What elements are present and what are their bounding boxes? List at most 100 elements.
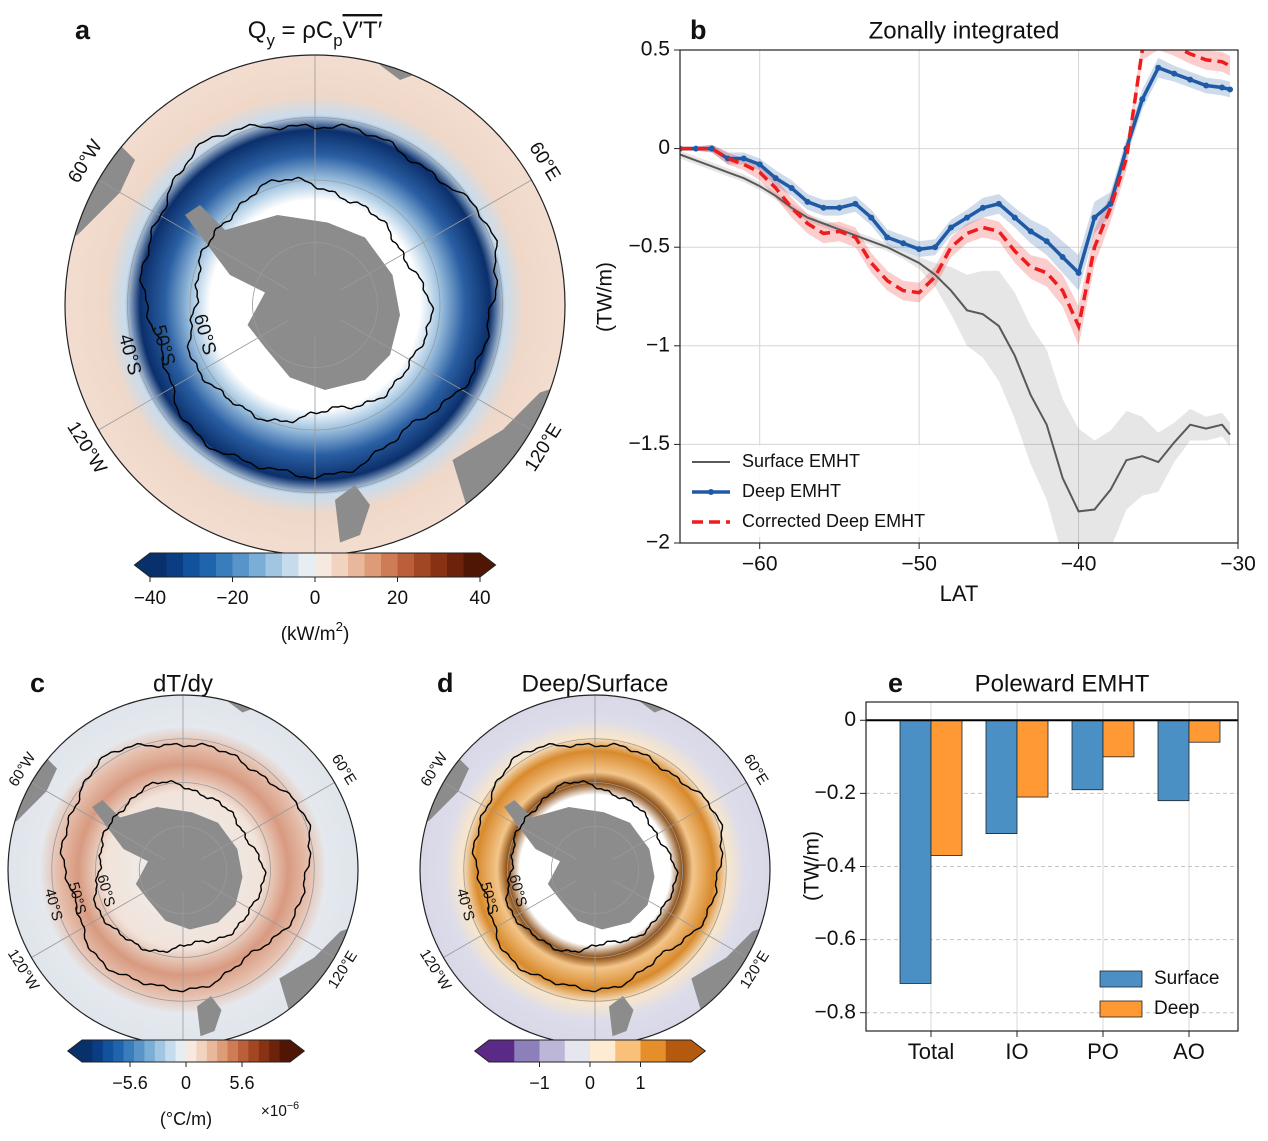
bar bbox=[1188, 719, 1221, 743]
text-part: Q bbox=[248, 17, 267, 44]
colorbar-segment bbox=[199, 553, 217, 577]
spread-band bbox=[680, 57, 1230, 291]
graticule bbox=[443, 880, 578, 958]
colorbar-segment bbox=[134, 1040, 145, 1062]
colorbar-segment bbox=[315, 553, 332, 577]
x-axis-label: LAT bbox=[940, 581, 979, 606]
colorbar-tick-label: 5.6 bbox=[229, 1073, 254, 1093]
colorbar-segment bbox=[123, 1040, 135, 1062]
colorbar-segment bbox=[590, 1040, 616, 1062]
series-line bbox=[680, 65, 1231, 277]
legend-marker bbox=[708, 489, 714, 495]
chart-title: dT/dy bbox=[153, 670, 213, 697]
colorbar-segment bbox=[165, 1040, 177, 1062]
colorbar-tick-label: 0 bbox=[310, 588, 321, 609]
graticule bbox=[612, 880, 747, 958]
point bbox=[1043, 238, 1050, 245]
contour bbox=[59, 742, 312, 993]
contour bbox=[504, 779, 679, 954]
y-tick-label: 0 bbox=[844, 708, 856, 731]
point bbox=[900, 240, 907, 247]
colorbar-segment bbox=[615, 1040, 641, 1062]
colorbar-segment bbox=[249, 553, 266, 577]
legend-swatch bbox=[1099, 1000, 1143, 1018]
x-tick-label: −50 bbox=[901, 553, 937, 576]
contour bbox=[139, 123, 499, 480]
point bbox=[772, 175, 779, 182]
colorbar-extend bbox=[134, 553, 150, 577]
colorbar-segment bbox=[175, 1040, 187, 1062]
legend-label: Deep EMHT bbox=[742, 481, 841, 501]
colorbar-segment bbox=[447, 553, 464, 577]
point bbox=[708, 145, 715, 152]
colorbar-segment bbox=[154, 1040, 166, 1062]
graticule bbox=[443, 782, 578, 860]
colorbar-segment bbox=[282, 553, 299, 577]
point bbox=[820, 204, 827, 211]
colorbar-outline bbox=[66, 1039, 306, 1063]
text-part: (°C/m) bbox=[160, 1109, 212, 1129]
contour bbox=[92, 779, 267, 954]
land bbox=[197, 996, 222, 1037]
x-tick-label: AO bbox=[1173, 1039, 1205, 1064]
map bbox=[420, 695, 770, 1045]
colorbar-outline bbox=[473, 1039, 707, 1063]
graticule bbox=[340, 179, 532, 291]
colorbar-segment bbox=[348, 553, 365, 577]
colorbar-segment bbox=[265, 553, 283, 577]
colorbar-tick-label: 0 bbox=[181, 1073, 191, 1093]
text-part: 2 bbox=[336, 619, 343, 634]
point bbox=[852, 200, 859, 207]
point bbox=[756, 161, 763, 168]
colorbar-segment bbox=[331, 553, 349, 577]
point bbox=[1155, 64, 1162, 71]
graticule bbox=[612, 782, 747, 860]
colorbar-tick-label: −20 bbox=[216, 588, 248, 609]
colorbar-segment bbox=[564, 1040, 591, 1062]
chart-title: Poleward EMHT bbox=[975, 670, 1150, 697]
series-line bbox=[680, 153, 1231, 513]
panel-label: a bbox=[75, 15, 91, 45]
y-tick-label: −0.8 bbox=[815, 1000, 856, 1023]
colorbar-segment bbox=[489, 1040, 515, 1062]
point bbox=[1203, 82, 1210, 89]
colorbar-segment bbox=[514, 1040, 540, 1062]
land bbox=[609, 996, 634, 1037]
text-part: V′T′ bbox=[343, 17, 383, 44]
colorbar-segment bbox=[397, 553, 415, 577]
map bbox=[8, 695, 358, 1045]
y-tick-label: 0.5 bbox=[641, 38, 670, 61]
land bbox=[185, 205, 400, 390]
legend-label: Surface bbox=[1154, 968, 1219, 989]
colorbar-segment bbox=[206, 1040, 218, 1062]
legend-label: Surface EMHT bbox=[742, 451, 860, 471]
colorbar-segment bbox=[232, 553, 250, 577]
y-tick-label: 0 bbox=[658, 136, 670, 159]
bar bbox=[1071, 719, 1104, 791]
text-part: ) bbox=[343, 624, 349, 645]
colorbar-segment bbox=[298, 553, 316, 577]
point bbox=[804, 198, 811, 205]
colorbar-segment bbox=[463, 553, 481, 577]
point bbox=[948, 224, 955, 231]
y-tick-label: −0.6 bbox=[815, 927, 856, 950]
colorbar-extend bbox=[67, 1040, 82, 1062]
legend-swatch bbox=[1099, 970, 1143, 988]
point bbox=[979, 204, 986, 211]
y-axis-label: (TW/m) bbox=[594, 262, 617, 332]
graticule bbox=[31, 782, 166, 860]
colorbar-segment bbox=[238, 1040, 249, 1062]
axes-frame bbox=[865, 701, 1239, 1032]
point bbox=[836, 204, 843, 211]
colorbar-tick-label: 1 bbox=[635, 1073, 645, 1093]
colorbar-segment bbox=[196, 1040, 208, 1062]
text-part: (kW/m bbox=[281, 624, 336, 645]
bar bbox=[1102, 719, 1135, 758]
point bbox=[868, 214, 875, 221]
bar bbox=[1016, 719, 1049, 798]
point bbox=[916, 246, 923, 253]
graticule bbox=[98, 319, 290, 431]
text-part: = ρC bbox=[275, 17, 333, 44]
colorbar-segment bbox=[279, 1040, 291, 1062]
spread-band bbox=[680, 50, 1230, 346]
